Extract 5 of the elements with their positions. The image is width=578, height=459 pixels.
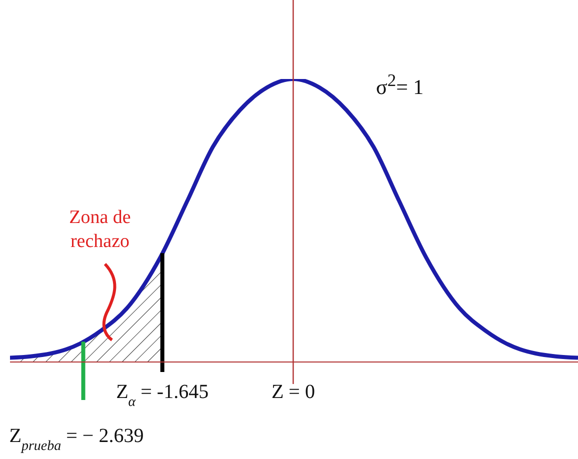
x-tick-label: Z$_{α}$ = -1.645 — [116, 381, 209, 410]
x-tick-label: Z = 0 — [271, 381, 315, 403]
ref-line-label: Z$_{prueba}$ = − 2.639 — [9, 425, 144, 454]
annotation: σ$^{2}$= 1 — [376, 70, 424, 100]
annotation: Zona de rechazo — [69, 207, 131, 252]
